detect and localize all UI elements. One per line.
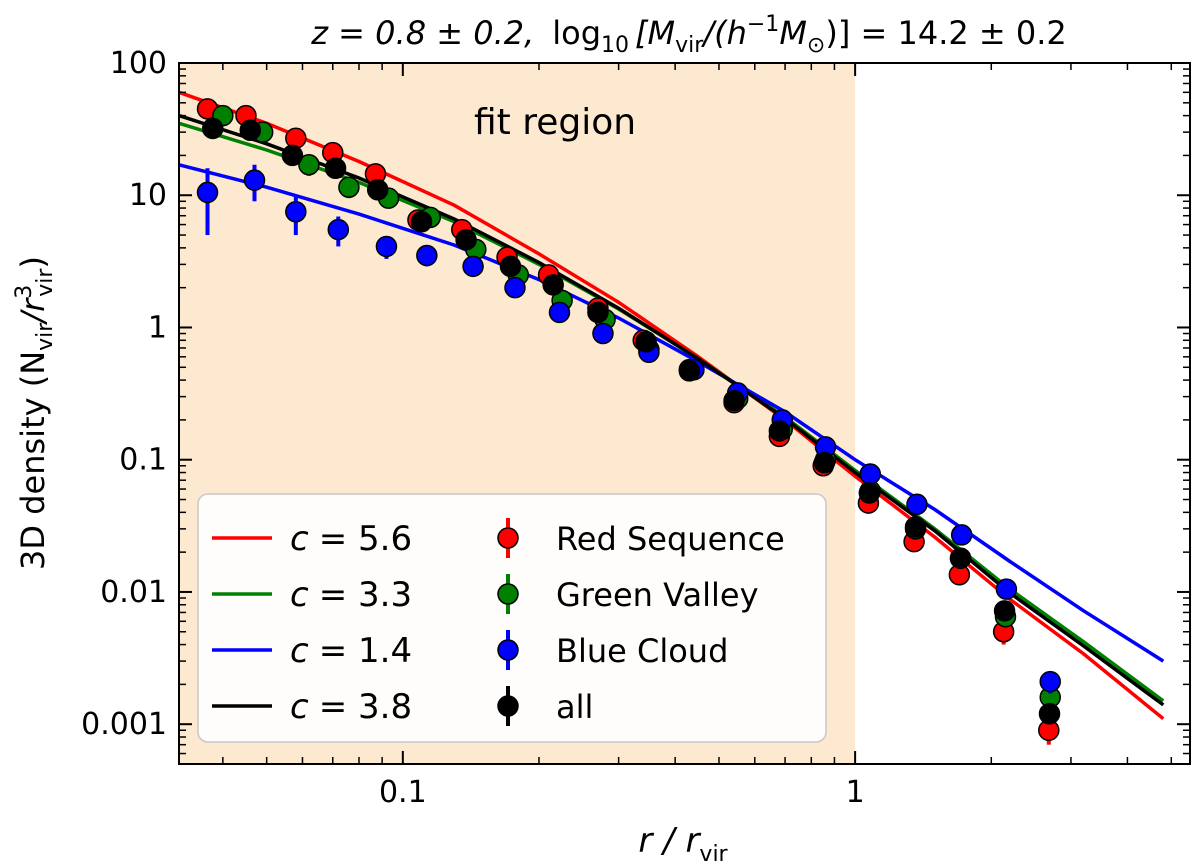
data-point: [410, 211, 433, 233]
data-point: [416, 244, 438, 267]
legend-c-symbol: c: [290, 575, 309, 615]
data-point: [548, 301, 571, 324]
legend-c-symbol: c: [290, 519, 309, 559]
legend-fit-label: c = 3.8: [290, 687, 412, 727]
x-axis-label-sub: vir: [699, 842, 728, 864]
title-log: log: [552, 14, 601, 52]
x-tick-label: 1: [846, 775, 865, 810]
data-point: [813, 451, 836, 474]
y-label-sup: 3: [12, 285, 37, 299]
data-point: [298, 154, 320, 176]
legend: c = 5.6c = 3.3c = 1.4c = 3.8 Red SequenceGre…: [197, 493, 827, 743]
title-slash-h: /(h: [700, 14, 747, 52]
y-tick-label: 10: [129, 178, 167, 213]
title-sun-sub: ⊙: [807, 33, 825, 58]
y-label-prefix: 3D density (N: [14, 351, 52, 570]
legend-fit-lines: c = 5.6c = 3.3c = 1.4c = 3.8: [212, 519, 412, 727]
data-point: [678, 360, 701, 382]
legend-series-label: Green Valley: [556, 576, 759, 614]
data-point: [327, 218, 350, 241]
legend-marker: [497, 583, 519, 605]
data-point: [723, 389, 745, 412]
data-point: [906, 493, 928, 516]
y-tick-label: 0.01: [100, 575, 167, 610]
data-point: [366, 179, 389, 201]
data-point: [196, 181, 219, 204]
data-point: [904, 516, 927, 538]
legend-series: Red Sequence Green Valley Blue Cloud all: [497, 518, 785, 726]
y-tick-label: 0.1: [119, 443, 167, 478]
fit-region-label: fit region: [474, 102, 636, 143]
data-point: [375, 235, 398, 258]
title-log-sub: 10: [601, 33, 629, 58]
data-point: [504, 276, 526, 299]
x-axis-label: r / rvir: [638, 821, 728, 864]
legend-marker: [497, 527, 519, 549]
data-point: [859, 463, 881, 485]
data-point: [542, 274, 564, 296]
legend-fit-label: c = 3.3: [290, 575, 412, 615]
legend-fit-label: c = 5.6: [290, 519, 412, 559]
y-tick-label: 1: [148, 310, 167, 345]
title-z-part: z = 0.8 ± 0.2,: [310, 14, 534, 52]
data-point: [243, 169, 266, 191]
plot-frame: [178, 62, 1191, 765]
data-point: [592, 322, 614, 345]
data-point: [285, 127, 307, 149]
y-tick-label: 0.001: [81, 707, 167, 742]
legend-series-label: Red Sequence: [556, 520, 785, 558]
data-point: [239, 119, 262, 142]
x-tick-label: 0.1: [379, 775, 427, 810]
data-point: [587, 301, 609, 324]
data-point: [499, 255, 522, 278]
legend-c-value: = 5.6: [319, 519, 412, 559]
title-m-sun: M: [779, 14, 807, 52]
legend-box: [197, 493, 827, 743]
legend-c-symbol: c: [290, 687, 309, 727]
axis-ticks-layer: 0.1 1 100 10 1 0.1 0.01 0.001: [81, 46, 1190, 810]
legend-marker: [497, 639, 519, 661]
y-label-suffix: ): [14, 256, 52, 268]
data-point: [949, 547, 972, 569]
title-bracket-open: [M: [635, 14, 675, 52]
data-point: [324, 157, 347, 179]
y-tick-label: 100: [110, 46, 167, 81]
legend-c-value: = 3.3: [319, 575, 412, 615]
title-h-sup: −1: [747, 12, 779, 37]
y-axis-label: 3D density (Nvir/r3vir): [12, 256, 58, 570]
y-label-mid: /r: [14, 297, 52, 326]
title-vir-sub: vir: [675, 33, 704, 58]
legend-series-label: Blue Cloud: [556, 632, 728, 670]
legend-c-value: = 3.8: [319, 687, 412, 727]
data-point: [202, 117, 224, 140]
data-point: [768, 420, 791, 442]
y-label-sub2: vir: [33, 268, 58, 297]
legend-c-symbol: c: [290, 631, 309, 671]
data-point: [950, 524, 973, 546]
legend-fit-label: c = 1.4: [290, 631, 412, 671]
data-point: [281, 144, 304, 167]
chart-title: z = 0.8 ± 0.2, log10 [Mvir/(h−1M⊙)] = 14.2…: [310, 12, 1067, 58]
data-point: [993, 600, 1016, 622]
legend-series-label: all: [556, 688, 593, 726]
data-point: [995, 578, 1018, 600]
data-point: [285, 201, 307, 223]
title-bracket-close: )] = 14.2 ± 0.2: [825, 14, 1066, 52]
data-point: [338, 176, 360, 198]
data-point: [462, 255, 484, 278]
data-points-layer: [196, 98, 1061, 745]
legend-marker: [497, 695, 519, 717]
x-axis-label-main: r / r: [638, 821, 701, 861]
data-point: [1039, 670, 1061, 693]
y-label-sub1: vir: [33, 322, 58, 351]
data-point: [455, 229, 477, 251]
data-point: [635, 330, 657, 353]
legend-c-value: = 1.4: [319, 631, 412, 671]
data-point: [858, 482, 881, 504]
data-point: [1038, 702, 1061, 725]
